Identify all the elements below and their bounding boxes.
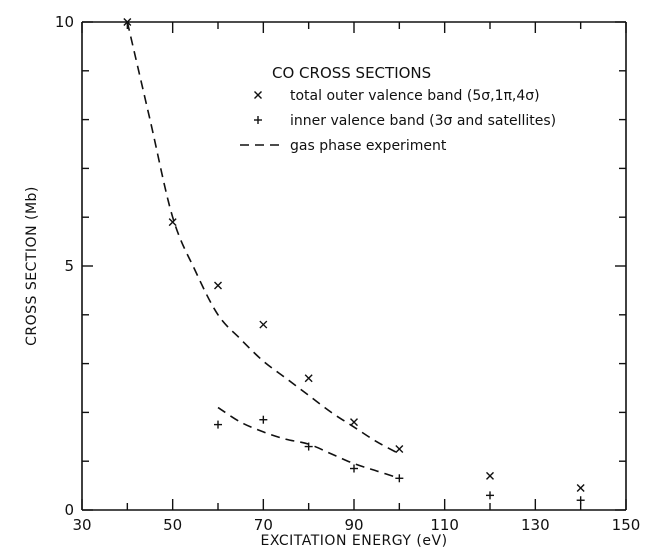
- point-outer-valence: [576, 484, 585, 493]
- y-tick-labels: 0 5 10: [55, 13, 74, 519]
- y-tick-label: 5: [64, 257, 74, 275]
- x-tick-labels: 30 50 70 90 110 130 150: [72, 516, 640, 534]
- marker-stroke: [254, 91, 262, 99]
- x-tick-label: 150: [612, 516, 641, 534]
- legend-marker-plus: [254, 116, 262, 124]
- marker-stroke: [259, 320, 268, 329]
- x-tick-label: 110: [430, 516, 459, 534]
- point-outer-valence: [486, 471, 494, 480]
- point-inner-valence: [576, 496, 585, 505]
- point-outer-valence: [350, 418, 358, 427]
- marker-stroke: [576, 484, 585, 493]
- legend-entry-inner-valence: inner valence band (3σ and satellites): [290, 113, 556, 129]
- y-tick-label: 10: [55, 13, 74, 31]
- marker-stroke: [304, 374, 313, 383]
- marker-stroke: [168, 218, 177, 227]
- legend-x-symbol: [254, 91, 262, 99]
- legend-marker-x: [254, 91, 262, 99]
- point-outer-valence: [304, 374, 313, 383]
- marker-stroke: [123, 18, 132, 26]
- legend-entry-gas-phase: gas phase experiment: [290, 138, 447, 154]
- x-tick-label: 90: [344, 516, 363, 534]
- marker-stroke: [350, 418, 358, 427]
- y-axis-label: CROSS SECTION (Mb): [24, 186, 40, 346]
- x-tick-label: 30: [72, 516, 91, 534]
- point-outer-valence: [123, 18, 132, 26]
- x-tick-label: 50: [163, 516, 182, 534]
- point-outer-valence: [259, 320, 268, 329]
- point-inner-valence: [214, 420, 222, 429]
- gas-phase-curve-2: [126, 21, 400, 455]
- point-outer-valence: [168, 218, 177, 227]
- legend-title: CO CROSS SECTIONS: [272, 64, 431, 82]
- x-tick-label: 70: [254, 516, 273, 534]
- marker-stroke: [486, 471, 494, 480]
- point-inner-valence: [350, 464, 358, 473]
- gas-phase-curve-3: [217, 406, 400, 480]
- marker-stroke: [214, 281, 222, 290]
- point-inner-valence: [486, 491, 494, 500]
- legend-entry-outer-valence: total outer valence band (5σ,1π,4σ): [290, 88, 540, 104]
- x-tick-label: 130: [521, 516, 550, 534]
- point-outer-valence: [395, 445, 404, 453]
- x-axis-label: EXCITATION ENERGY (eV): [260, 533, 447, 549]
- y-tick-label: 0: [64, 501, 74, 519]
- point-outer-valence: [214, 281, 222, 290]
- marker-stroke: [395, 445, 404, 453]
- legend-plus-symbol: [254, 116, 262, 124]
- series-layer: [123, 18, 585, 505]
- point-inner-valence: [259, 415, 268, 424]
- legend: CO CROSS SECTIONS total outer valence ba…: [240, 64, 556, 154]
